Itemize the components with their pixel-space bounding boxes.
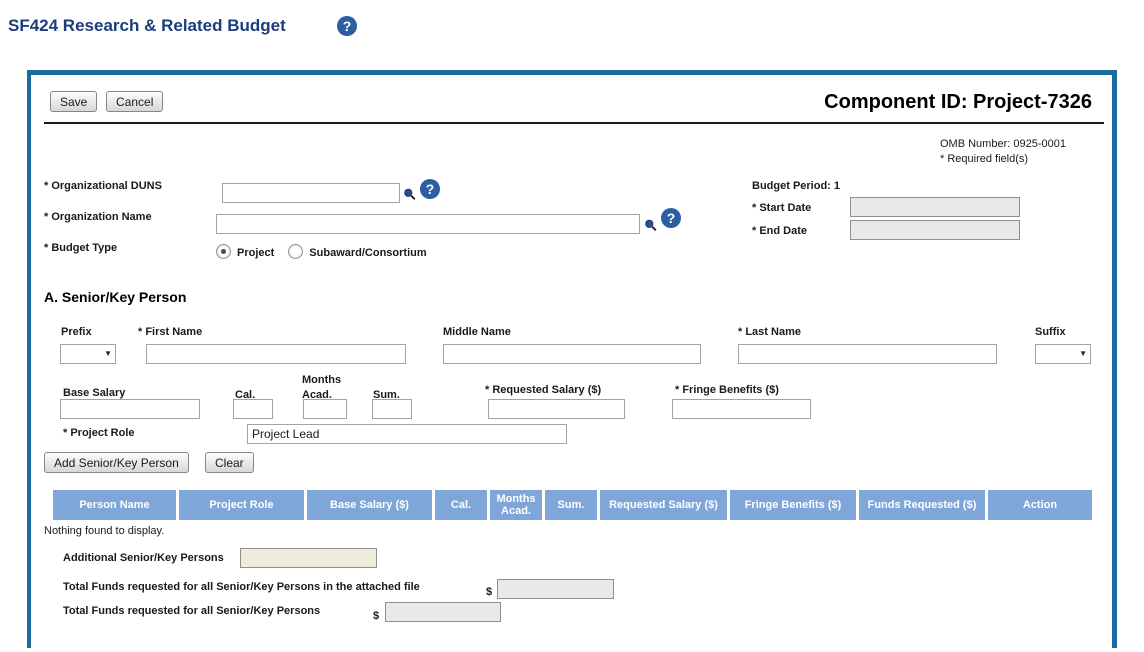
additional-persons-label: Additional Senior/Key Persons (63, 552, 224, 564)
grand-total-input[interactable] (385, 602, 501, 622)
budget-type-radio-subaward[interactable] (288, 244, 304, 259)
prefix-select[interactable]: ▼ (60, 344, 116, 364)
project-role-label: * Project Role (63, 427, 135, 439)
attached-total-currency: $ (486, 586, 493, 598)
sum-months-input[interactable] (372, 399, 412, 419)
sum-label: Sum. (373, 389, 400, 401)
duns-help-icon[interactable]: ? (420, 179, 440, 199)
col-action[interactable]: Action (988, 490, 1092, 520)
base-salary-input[interactable] (60, 399, 200, 419)
chevron-down-icon: ▼ (1079, 349, 1087, 358)
section-a-heading: A. Senior/Key Person (44, 289, 187, 305)
chevron-down-icon: ▼ (104, 349, 112, 358)
budget-type-option-label: Project (237, 247, 275, 259)
col-person-name[interactable]: Person Name (53, 490, 176, 520)
cal-months-input[interactable] (233, 399, 273, 419)
fringe-benefits-input[interactable] (672, 399, 811, 419)
col-fringe-benefits[interactable]: Fringe Benefits ($) (730, 490, 856, 520)
budget-type-radio-project[interactable] (216, 244, 231, 259)
attached-total-input[interactable] (497, 579, 614, 599)
budget-type-label: * Budget Type (44, 242, 118, 254)
budget-period-label: Budget Period: 1 (752, 180, 841, 192)
required-note: * Required field(s) (940, 153, 1029, 165)
prefix-label: Prefix (61, 326, 92, 338)
first-name-input[interactable] (146, 344, 406, 364)
base-salary-label: Base Salary (63, 387, 126, 399)
col-sum[interactable]: Sum. (545, 490, 597, 520)
middle-name-label: Middle Name (443, 326, 511, 338)
col-base-salary[interactable]: Base Salary ($) (307, 490, 432, 520)
col-project-role[interactable]: Project Role (179, 490, 304, 520)
last-name-input[interactable] (738, 344, 997, 364)
budget-form-panel: Save Cancel Component ID: Project-7326 O… (27, 70, 1117, 648)
start-date-input[interactable] (850, 197, 1020, 217)
attached-total-label: Total Funds requested for all Senior/Key… (63, 581, 420, 593)
suffix-label: Suffix (1035, 326, 1066, 338)
add-senior-key-person-button[interactable]: Add Senior/Key Person (44, 452, 189, 473)
requested-salary-input[interactable] (488, 399, 625, 419)
end-date-label: * End Date (752, 225, 808, 237)
last-name-label: * Last Name (738, 326, 801, 338)
table-empty-message: Nothing found to display. (44, 525, 165, 537)
months-label: Months (302, 374, 342, 386)
persons-table-header: Person Name Project Role Base Salary ($)… (53, 490, 1092, 520)
col-funds-requested[interactable]: Funds Requested ($) (859, 490, 985, 520)
org-name-help-icon[interactable]: ? (661, 208, 681, 228)
end-date-input[interactable] (850, 220, 1020, 240)
page-help-icon[interactable]: ? (337, 16, 357, 36)
fringe-benefits-label: * Fringe Benefits ($) (675, 384, 779, 396)
budget-type-option-label: Subaward/Consortium (309, 247, 427, 259)
suffix-select[interactable]: ▼ (1035, 344, 1091, 364)
omb-number: OMB Number: 0925-0001 (940, 138, 1066, 150)
col-months-acad[interactable]: Months Acad. (490, 490, 542, 520)
org-duns-label: * Organizational DUNS (44, 180, 162, 192)
middle-name-input[interactable] (443, 344, 701, 364)
requested-salary-label: * Requested Salary ($) (485, 384, 602, 396)
col-cal[interactable]: Cal. (435, 490, 487, 520)
grand-total-currency: $ (373, 610, 380, 622)
budget-type-radio-group: Project Subaward/Consortium (216, 243, 441, 261)
grand-total-label: Total Funds requested for all Senior/Key… (63, 605, 321, 617)
save-button[interactable]: Save (50, 91, 98, 112)
org-name-label: * Organization Name (44, 211, 152, 223)
additional-persons-input[interactable] (240, 548, 377, 568)
acad-label: Acad. (302, 389, 332, 401)
acad-months-input[interactable] (303, 399, 347, 419)
org-name-input[interactable] (216, 214, 640, 234)
org-duns-input[interactable] (222, 183, 400, 203)
header-divider (44, 122, 1104, 124)
page-title: SF424 Research & Related Budget (8, 16, 286, 35)
start-date-label: * Start Date (752, 202, 812, 214)
cal-label: Cal. (235, 389, 256, 401)
col-requested-salary[interactable]: Requested Salary ($) (600, 490, 727, 520)
cancel-button[interactable]: Cancel (106, 91, 164, 112)
project-role-input[interactable] (247, 424, 567, 444)
org-name-search-icon[interactable] (644, 219, 657, 237)
clear-button[interactable]: Clear (205, 452, 254, 473)
duns-search-icon[interactable] (403, 188, 416, 206)
first-name-label: * First Name (138, 326, 203, 338)
component-id: Component ID: Project-7326 (824, 91, 1092, 113)
